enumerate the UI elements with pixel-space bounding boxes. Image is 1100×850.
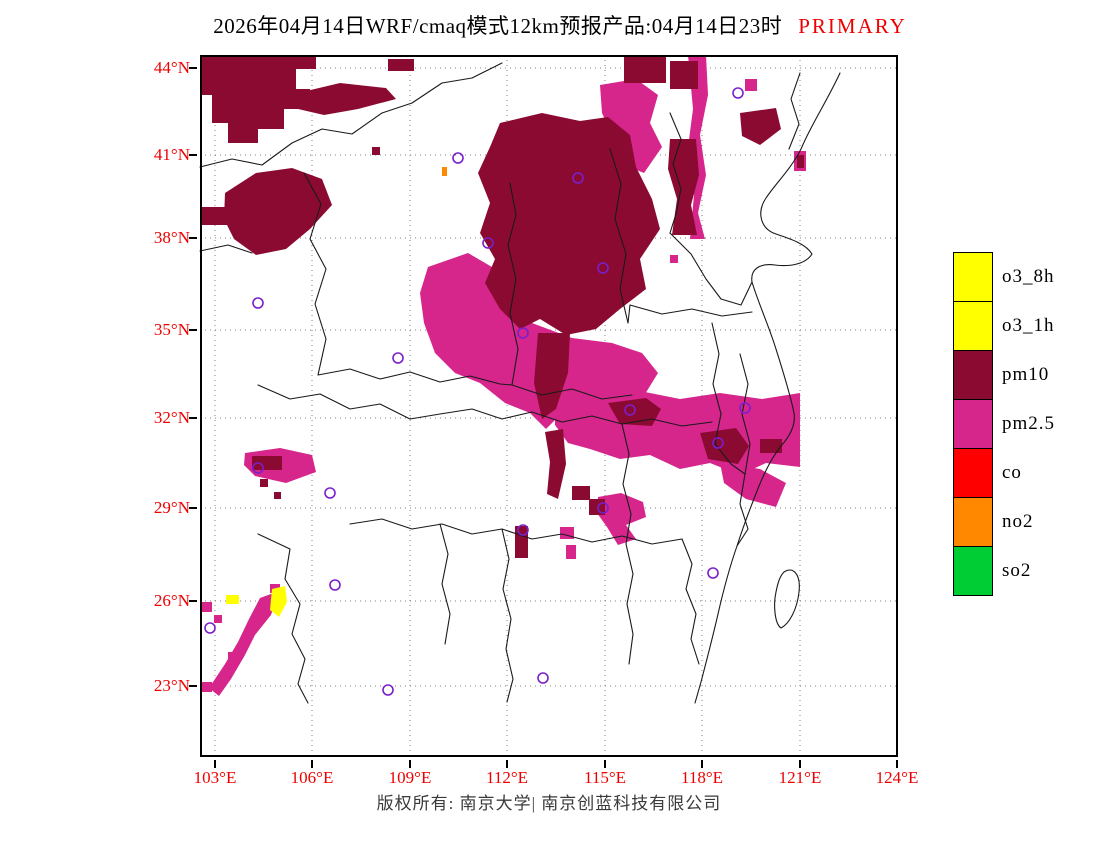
plot-frame xyxy=(200,55,898,757)
lon-tick-label: 118°E xyxy=(680,768,724,787)
city-markers xyxy=(204,87,751,696)
lon-tick-label: 124°E xyxy=(875,768,919,787)
lat-tick-label: 44°N xyxy=(153,58,190,77)
lat-tick-label: 41°N xyxy=(153,145,190,164)
legend-swatch xyxy=(953,448,993,498)
map-boundaries xyxy=(199,62,841,704)
lat-tick-label: 38°N xyxy=(153,228,190,247)
copyright-footer: 版权所有: 南京大学| 南京创蓝科技有限公司 xyxy=(376,794,722,813)
city-marker xyxy=(324,487,336,499)
city-marker xyxy=(252,297,264,309)
city-marker xyxy=(624,404,636,416)
legend-label: co xyxy=(1002,462,1022,483)
legend-label: so2 xyxy=(1002,560,1032,581)
city-marker xyxy=(597,502,609,514)
city-marker xyxy=(732,87,744,99)
city-marker xyxy=(597,262,609,274)
city-marker xyxy=(537,672,549,684)
no2-layer xyxy=(442,167,447,176)
city-marker xyxy=(252,462,264,474)
city-marker xyxy=(707,567,719,579)
city-marker xyxy=(204,622,216,634)
page-title: 2026年04月14日WRF/cmaq模式12km预报产品:04月14日23时 P… xyxy=(60,10,1060,40)
lon-tick-label: 115°E xyxy=(583,768,627,787)
axis-ticks xyxy=(189,67,898,768)
lat-tick-label: 35°N xyxy=(153,320,190,339)
lon-tick-label: 112°E xyxy=(485,768,529,787)
legend-item-co: co xyxy=(953,448,1055,498)
lat-tick-label: 32°N xyxy=(153,408,190,427)
o3-layer xyxy=(226,586,287,617)
legend-label: pm10 xyxy=(1002,364,1050,385)
lon-tick-label: 103°E xyxy=(193,768,237,787)
legend-label: o3_8h xyxy=(1002,266,1055,287)
lon-tick-label: 121°E xyxy=(778,768,822,787)
lon-tick-label: 106°E xyxy=(290,768,334,787)
title-text: 2026年04月14日WRF/cmaq模式12km预报产品:04月14日23时 xyxy=(213,14,783,38)
lat-tick-label: 26°N xyxy=(153,591,190,610)
legend-item-no2: no2 xyxy=(953,497,1055,547)
legend-swatch xyxy=(953,301,993,351)
city-marker xyxy=(382,684,394,696)
pm10-layer xyxy=(200,55,804,558)
legend-item-pm25: pm2.5 xyxy=(953,399,1055,449)
city-marker xyxy=(452,152,464,164)
map-canvas xyxy=(189,55,898,768)
lon-tick-label: 109°E xyxy=(388,768,432,787)
legend-label: no2 xyxy=(1002,511,1034,532)
city-marker xyxy=(739,402,751,414)
legend-swatch xyxy=(953,546,993,596)
lat-tick-label: 29°N xyxy=(153,498,190,517)
city-marker xyxy=(572,172,584,184)
legend-swatch xyxy=(953,252,993,302)
legend-label: o3_1h xyxy=(1002,315,1055,336)
legend-swatch xyxy=(953,350,993,400)
legend-swatch xyxy=(953,497,993,547)
city-marker xyxy=(329,579,341,591)
city-marker xyxy=(517,327,529,339)
city-marker xyxy=(517,524,529,536)
city-marker xyxy=(392,352,404,364)
legend-item-pm10: pm10 xyxy=(953,350,1055,400)
city-marker xyxy=(712,437,724,449)
legend: o3_8h o3_1h pm10 pm2.5 co no2 so2 xyxy=(953,252,1055,596)
legend-item-o3-1h: o3_1h xyxy=(953,301,1055,351)
city-marker xyxy=(482,237,494,249)
lat-tick-label: 23°N xyxy=(153,676,190,695)
title-primary-tag: PRIMARY xyxy=(798,14,907,38)
legend-item-so2: so2 xyxy=(953,546,1055,596)
map-plot-area xyxy=(189,55,898,768)
legend-swatch xyxy=(953,399,993,449)
legend-item-o3-8h: o3_8h xyxy=(953,252,1055,302)
legend-label: pm2.5 xyxy=(1002,413,1056,434)
